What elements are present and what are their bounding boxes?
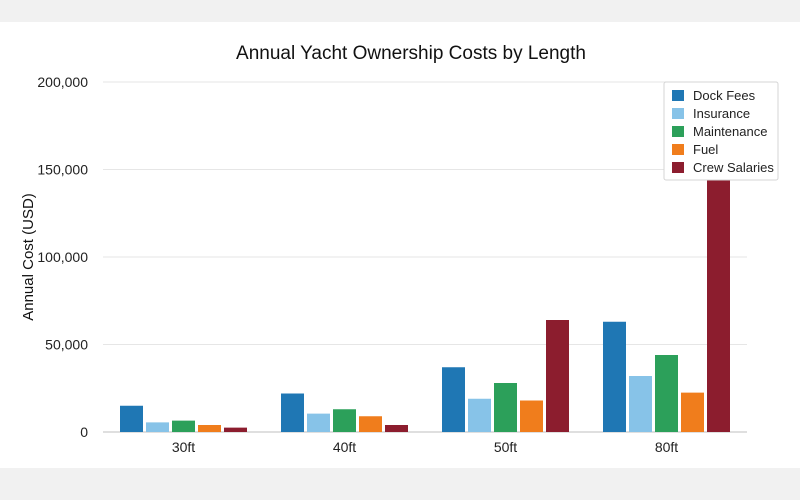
legend-swatch [672,162,684,173]
bar-fuel-50ft [520,400,543,432]
legend: Dock Fees Insurance Maintenance Fuel Crew Sa… [663,81,779,181]
y-tick-label: 100,000 [37,249,88,265]
legend-box [663,81,779,181]
bar-crew-salaries-40ft [385,425,408,432]
legend-swatch [672,108,684,119]
bar-dock-fees-80ft [603,321,626,432]
legend-label: Insurance [693,106,750,121]
bar-maintenance-80ft [655,355,678,432]
x-tick-label: 30ft [172,439,195,455]
y-tick-label: 0 [80,424,88,440]
bar-dock-fees-50ft [442,367,465,432]
bar-fuel-80ft [681,392,704,432]
bar-insurance-40ft [307,413,330,432]
bar-dock-fees-30ft [120,405,143,432]
legend-label: Maintenance [693,124,767,139]
legend-label: Fuel [693,142,718,157]
legend-label: Dock Fees [693,88,756,103]
y-axis-label: Annual Cost (USD) [20,193,37,321]
bar-maintenance-50ft [494,383,517,432]
bar-maintenance-40ft [333,409,356,432]
legend-swatch [672,144,684,155]
bar-insurance-50ft [468,398,491,432]
y-tick-label: 50,000 [45,337,88,353]
bar-crew-salaries-80ft [707,176,730,432]
chart-title: Annual Yacht Ownership Costs by Length [236,43,586,64]
bar-insurance-80ft [629,376,652,432]
bar-fuel-30ft [198,425,221,432]
bar-maintenance-30ft [172,420,195,432]
legend-swatch [672,126,684,137]
y-axis-ticks: 0 50,000 100,000 150,000 200,000 [37,74,88,440]
bar-crew-salaries-50ft [546,320,569,432]
bars [120,176,730,432]
bar-fuel-40ft [359,416,382,432]
legend-label: Crew Salaries [693,160,774,175]
x-tick-label: 50ft [494,439,517,455]
x-axis-ticks: 30ft 40ft 50ft 80ft [172,439,678,455]
bar-dock-fees-40ft [281,393,304,432]
bar-crew-salaries-30ft [224,427,247,432]
y-tick-label: 150,000 [37,162,88,178]
y-tick-label: 200,000 [37,74,88,90]
bar-insurance-30ft [146,422,169,432]
x-tick-label: 40ft [333,439,356,455]
x-tick-label: 80ft [655,439,678,455]
legend-swatch [672,90,684,101]
